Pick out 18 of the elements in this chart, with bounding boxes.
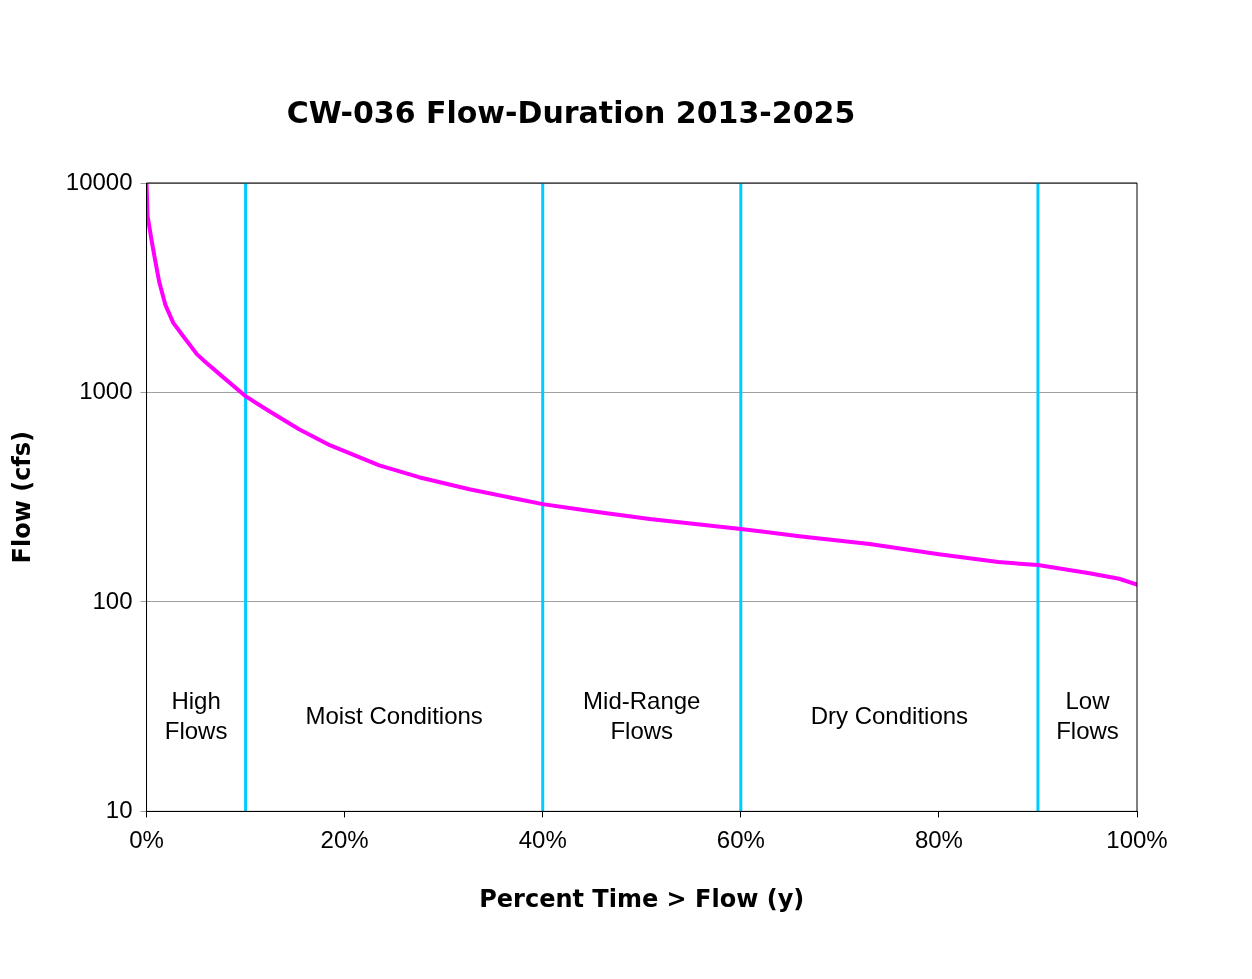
y-tick-label: 1000 (79, 377, 133, 405)
annotation: Dry Conditions (810, 701, 969, 729)
x-tick-label: 20% (320, 826, 369, 854)
annotation: High Flows (164, 686, 228, 744)
annotation: Low Flows (1056, 686, 1119, 744)
x-tick-label: 0% (129, 826, 164, 854)
x-axis-title: Percent Time > Flow (y) (479, 884, 805, 913)
x-tick-label: 40% (518, 826, 567, 854)
x-tick-label: 100% (1106, 826, 1168, 854)
x-tick-label: 80% (914, 826, 963, 854)
y-axis-title: Flow (cfs) (7, 430, 36, 564)
chart-title: CW-036 Flow-Duration 2013-2025 (286, 94, 856, 130)
y-tick-label: 10 (105, 796, 133, 824)
y-tick-label: 100 (92, 586, 133, 614)
annotation: Moist Conditions (305, 701, 483, 729)
x-tick-label: 60% (716, 826, 765, 854)
annotation: Mid-Range Flows (583, 686, 701, 744)
y-tick-label: 10000 (65, 167, 133, 195)
